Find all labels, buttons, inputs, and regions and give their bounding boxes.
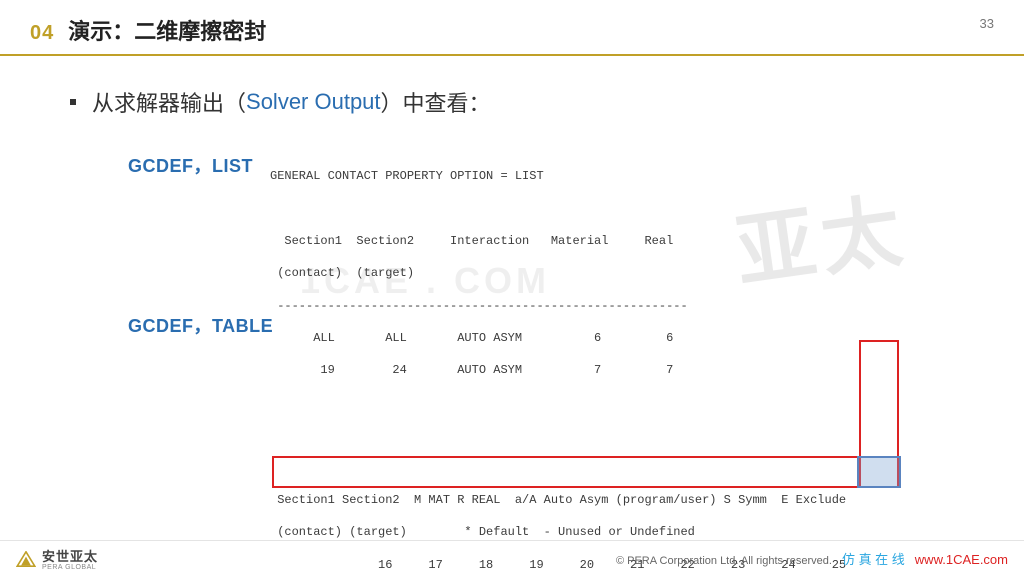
slide-body: 从求解器输出（ Solver Output ）中查看： — [0, 56, 1024, 118]
footer-copyright: © PERA Corporation Ltd. All rights reser… — [616, 555, 832, 567]
footer-right: © PERA Corporation Ltd. All rights reser… — [616, 549, 1008, 568]
label-text: GCDEF，TABLE — [128, 316, 273, 336]
footer-left: 安世亚太 PERA GLOBAL — [16, 546, 98, 571]
solver-output-text: GENERAL CONTACT PROPERTY OPTION = LIST S… — [270, 152, 950, 576]
footer-brand-sub: PERA GLOBAL — [42, 564, 98, 571]
slide-page: 04 演示：二维摩擦密封 33 从求解器输出（ Solver Output ）中… — [0, 0, 1024, 576]
footer-brand: 安世亚太 — [42, 549, 98, 564]
section-number: 04 — [30, 22, 54, 45]
footer-cn-text: 仿 真 在 线 — [842, 549, 905, 568]
footer-brand-block: 安世亚太 PERA GLOBAL — [42, 546, 98, 571]
page-number: 33 — [980, 16, 994, 31]
blank-line — [270, 201, 950, 217]
bullet-dot-icon — [70, 99, 76, 105]
pera-logo-icon — [16, 551, 36, 567]
blank-line — [270, 427, 950, 443]
table-header1: Section1 Section2 M MAT R REAL a/A Auto … — [270, 492, 950, 508]
slide-header: 04 演示：二维摩擦密封 — [0, 0, 1024, 54]
slide-footer: 安世亚太 PERA GLOBAL © PERA Corporation Ltd.… — [0, 540, 1024, 576]
bullet-text-prefix: 从求解器输出（ — [92, 86, 246, 118]
footer-url: www.1CAE.com — [915, 552, 1008, 567]
section-title: 演示：二维摩擦密封 — [68, 14, 266, 46]
list-sep: ----------------------------------------… — [270, 298, 950, 314]
bullet-line: 从求解器输出（ Solver Output ）中查看： — [70, 86, 964, 118]
blank-line — [270, 395, 950, 411]
list-row: ALL ALL AUTO ASYM 6 6 — [270, 330, 950, 346]
gcdef-list-label: GCDEF，LIST — [128, 152, 253, 178]
list-header1: Section1 Section2 Interaction Material R… — [270, 233, 950, 249]
bullet-text-suffix: ）中查看： — [381, 86, 491, 118]
blank-line — [270, 460, 950, 476]
list-row: 19 24 AUTO ASYM 7 7 — [270, 362, 950, 378]
list-header2: (contact) (target) — [270, 265, 950, 281]
table-header2: (contact) (target) * Default - Unused or… — [270, 524, 950, 540]
gcdef-table-label: GCDEF，TABLE — [128, 312, 273, 338]
label-text: GCDEF，LIST — [128, 156, 253, 176]
list-title: GENERAL CONTACT PROPERTY OPTION = LIST — [270, 168, 950, 184]
solver-output-label: Solver Output — [246, 89, 381, 115]
